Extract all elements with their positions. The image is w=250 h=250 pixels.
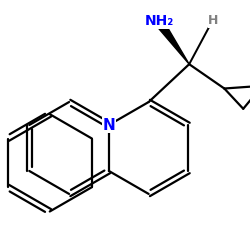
Text: N: N [102,118,115,132]
Text: NH₂: NH₂ [145,14,174,28]
Text: H: H [208,14,219,28]
Polygon shape [159,24,189,64]
